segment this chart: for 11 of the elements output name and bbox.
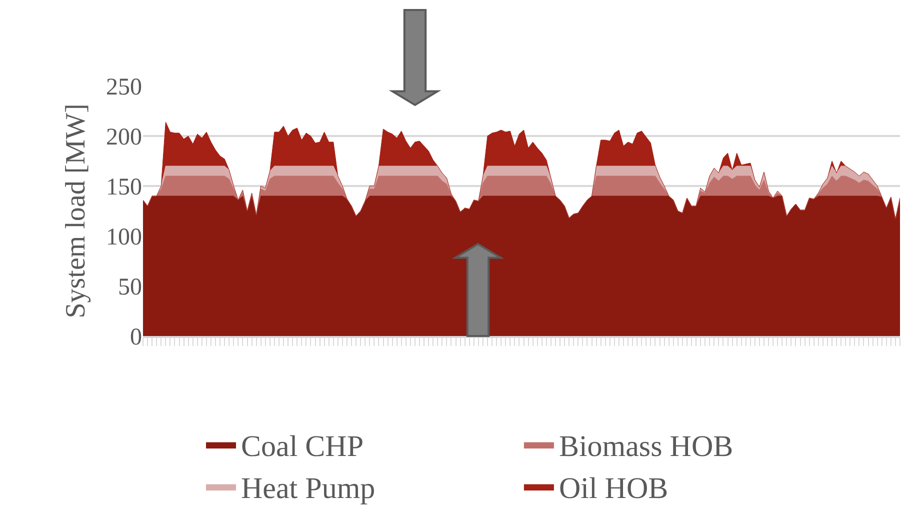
y-tick-label: 0 bbox=[130, 324, 142, 350]
legend-label: Heat Pump bbox=[241, 472, 376, 506]
legend-label: Coal CHP bbox=[241, 430, 364, 464]
y-tick-label: 150 bbox=[106, 174, 142, 200]
y-tick-label: 200 bbox=[106, 124, 142, 150]
y-tick-label: 250 bbox=[106, 74, 142, 100]
legend-label: Biomass HOB bbox=[558, 430, 734, 464]
y-tick-label: 100 bbox=[106, 224, 142, 250]
y-tick-label: 50 bbox=[118, 274, 142, 300]
y-axis-title: System load [MW] bbox=[60, 104, 92, 318]
legend-label: Oil HOB bbox=[558, 472, 668, 506]
